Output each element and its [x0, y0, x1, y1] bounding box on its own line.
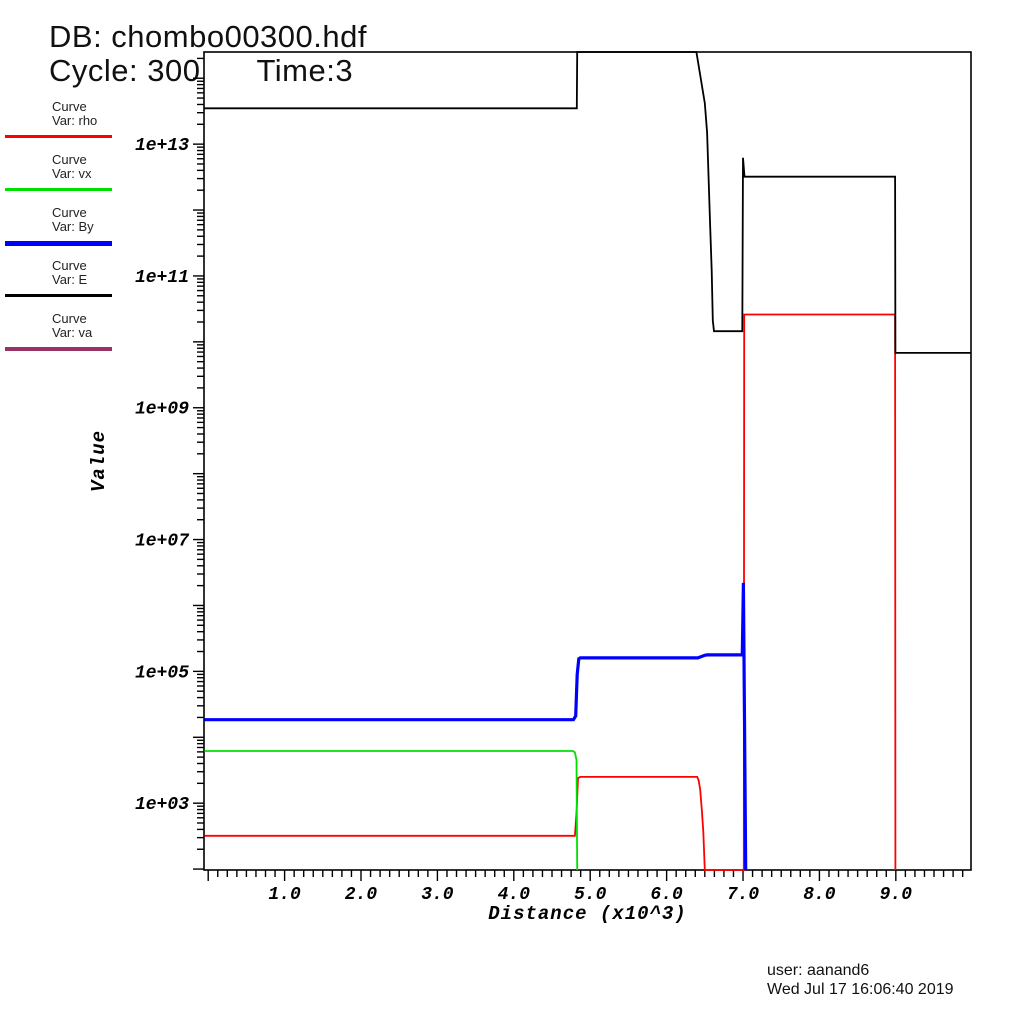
x-tick-label: 7.0	[727, 885, 760, 905]
y-tick-label: 1e+13	[135, 136, 189, 156]
plot-footer: user: aanand6 Wed Jul 17 16:06:40 2019	[767, 961, 954, 999]
y-tick-label: 1e+09	[135, 400, 189, 420]
legend-color-line-va	[5, 347, 112, 351]
time-label: Time:3	[256, 53, 354, 88]
legend-entry-text: Curve Var: rho	[52, 100, 97, 128]
legend-color-line-E	[5, 294, 112, 297]
plot-border	[203, 51, 972, 871]
legend-entry-text: Curve Var: vx	[52, 153, 92, 181]
legend-curve-type-label: Curve	[52, 258, 87, 273]
x-tick-label: 6.0	[650, 885, 683, 905]
curves-layer	[204, 51, 971, 871]
legend-curve-type-label: Curve	[52, 311, 87, 326]
legend-var-label: Var: rho	[52, 113, 98, 128]
legend-entry-By: Curve Var: By	[5, 206, 117, 246]
legend-curve-type-label: Curve	[52, 99, 87, 114]
legend-entry-rho: Curve Var: rho	[5, 100, 117, 140]
legend-var-label: Var: vx	[52, 166, 92, 181]
legend-entry-text: Curve Var: E	[52, 259, 87, 287]
x-tick-label: 5.0	[574, 885, 607, 905]
x-axis-title: Distance (x10^3)	[488, 903, 686, 925]
x-tick-label: 8.0	[803, 885, 836, 905]
curve-vx	[204, 750, 579, 871]
legend-color-line-vx	[5, 188, 112, 191]
legend-var-label: Var: E	[52, 272, 88, 287]
legend-color-line-rho	[5, 135, 112, 138]
x-tick-label: 9.0	[880, 885, 913, 905]
plot-header: DB: chombo00300.hdf Cycle: 300 Time:3	[49, 19, 367, 88]
cycle-label: Cycle: 300	[49, 53, 201, 88]
y-tick-label: 1e+05	[135, 663, 189, 683]
cycle-time-line: Cycle: 300 Time:3	[49, 54, 367, 87]
x-tick-label: 3.0	[421, 885, 454, 905]
x-axis-ticks	[207, 870, 964, 881]
legend-curve-type-label: Curve	[52, 205, 87, 220]
curve-E	[204, 51, 971, 354]
legend-entry-text: Curve Var: By	[52, 206, 94, 234]
user-label: user: aanand6	[767, 962, 870, 979]
legend-var-label: Var: By	[52, 219, 94, 234]
y-axis-title: Value	[88, 430, 110, 492]
legend-color-line-By	[5, 241, 112, 246]
y-tick-label: 1e+03	[135, 795, 189, 815]
y-axis-ticks	[193, 57, 204, 870]
legend-var-label: Var: va	[52, 325, 93, 340]
legend-entry-E: Curve Var: E	[5, 259, 117, 299]
legend-curve-type-label: Curve	[52, 152, 87, 167]
y-tick-label: 1e+07	[135, 532, 189, 552]
x-tick-label: 1.0	[268, 885, 301, 905]
y-tick-label: 1e+11	[135, 268, 189, 288]
legend-entry-text: Curve Var: va	[52, 312, 92, 340]
x-tick-label: 4.0	[498, 885, 531, 905]
legend-entry-va: Curve Var: va	[5, 312, 117, 352]
legend-entry-vx: Curve Var: vx	[5, 153, 117, 193]
database-title: DB: chombo00300.hdf	[49, 19, 367, 54]
x-tick-label: 2.0	[345, 885, 378, 905]
timestamp-label: Wed Jul 17 16:06:40 2019	[767, 981, 954, 998]
curve-rho	[204, 313, 897, 871]
curve-By	[204, 582, 748, 871]
